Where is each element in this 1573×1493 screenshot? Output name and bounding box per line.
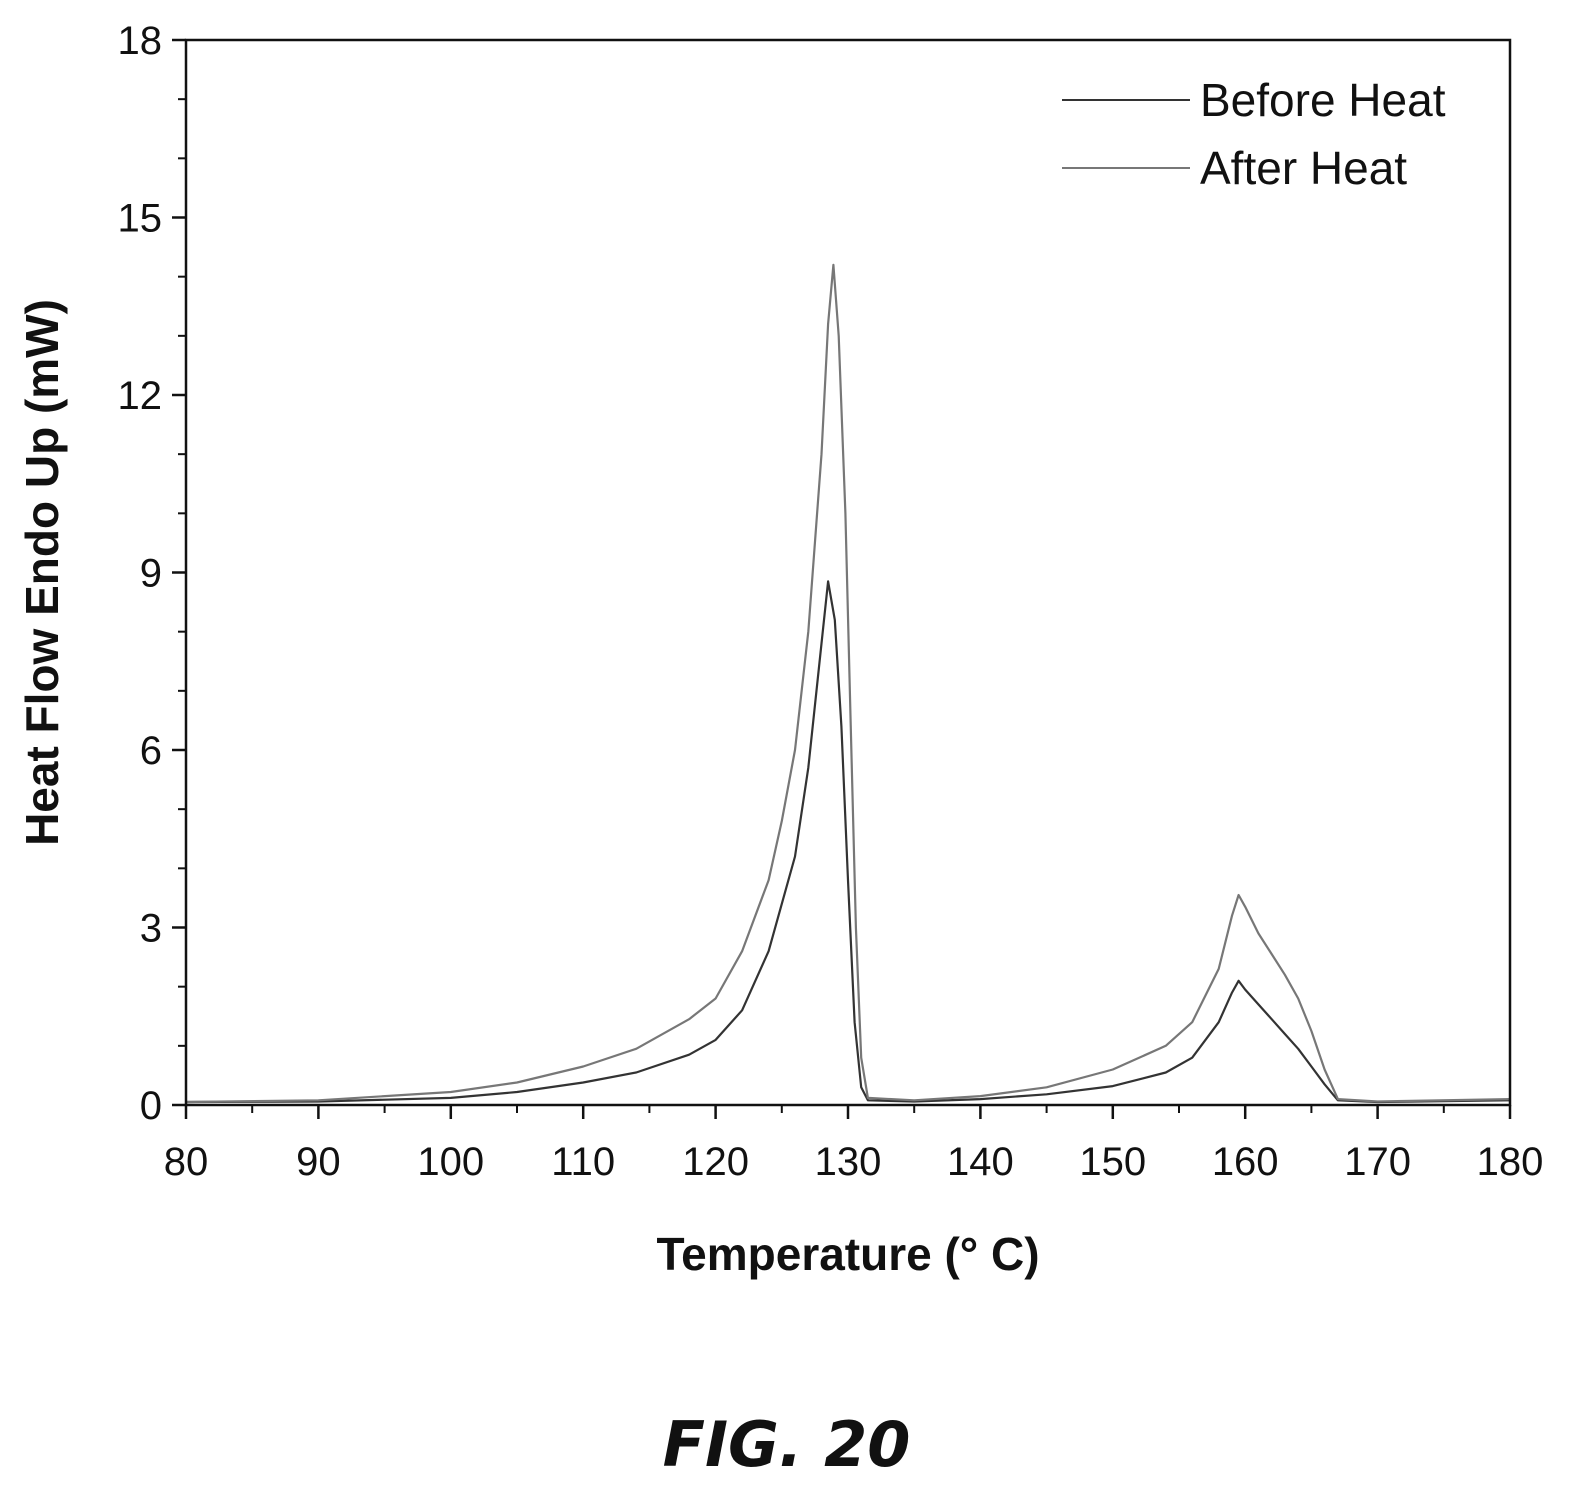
ticks-layer: 80 90 100 110 120 130 140 150 160 170 180 0 3 6 9 12 15 1… [118,19,1544,1184]
y-axis-title: Heat Flow Endo Up (mW) [16,299,68,846]
plot-frame [184,38,1512,1107]
x-tick-label: 110 [551,1140,615,1184]
y-tick-label: 15 [118,197,163,241]
x-tick-label: 180 [1477,1140,1544,1184]
x-tick-label: 150 [1079,1140,1146,1184]
x-tick-label: 80 [164,1140,209,1184]
series-line-1 [185,580,1511,1104]
x-tick-label: 120 [682,1140,749,1184]
legend-label-1: Before Heat [1200,74,1446,126]
y-tick-label: 6 [140,729,162,773]
y-tick-label: 18 [118,19,163,63]
x-tick-label: 140 [947,1140,1014,1184]
x-tick-label: 160 [1212,1140,1279,1184]
x-tick-label: 100 [417,1140,484,1184]
legend-label-2: After Heat [1200,142,1407,194]
figure-caption: FIG. 20 [662,1408,911,1481]
y-tick-label: 0 [140,1084,162,1128]
legend: Before Heat After Heat [1062,74,1446,194]
y-tick-label: 9 [140,552,162,596]
series-layer [185,263,1511,1104]
y-tick-label: 12 [118,374,163,418]
series-line-2 [185,263,1511,1104]
y-tick-label: 3 [140,907,162,951]
x-axis-title: Temperature (° C) [656,1228,1039,1280]
x-tick-label: 90 [296,1140,341,1184]
x-tick-label: 170 [1344,1140,1411,1184]
x-tick-label: 130 [815,1140,882,1184]
dsc-chart: 80 90 100 110 120 130 140 150 160 170 180 0 3 6 9 12 15 1… [16,19,1544,1280]
